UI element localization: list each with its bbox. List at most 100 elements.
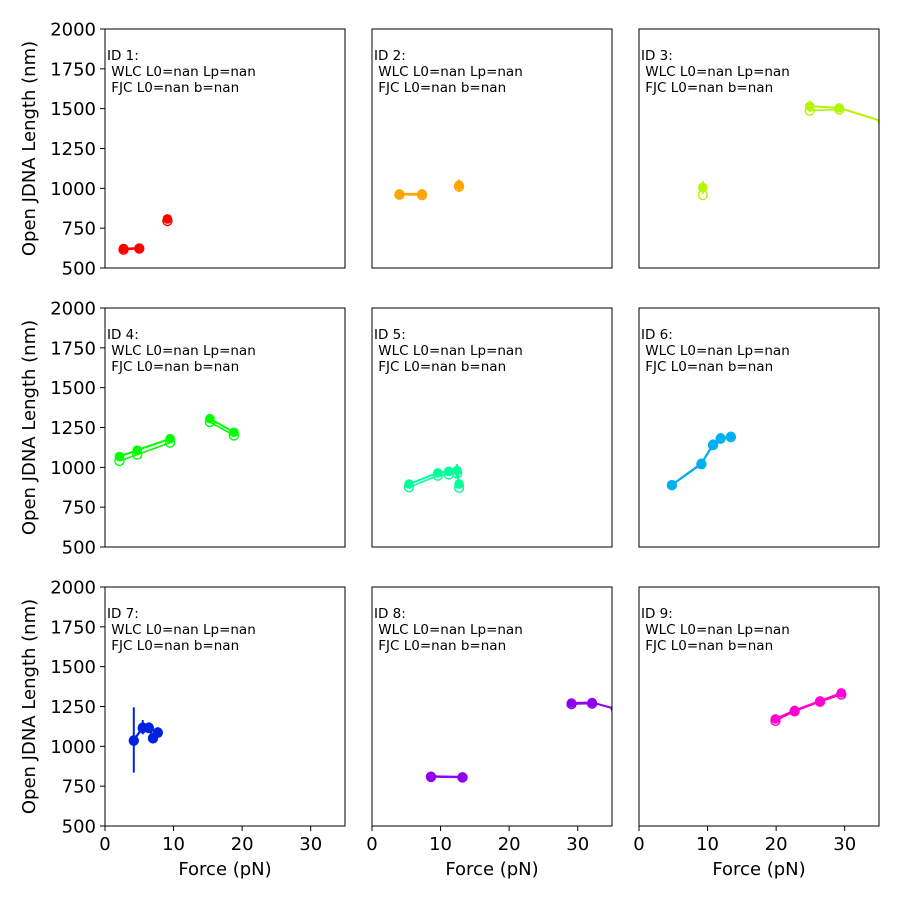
panel-2: ID 2: WLC L0=nan Lp=nan FJC L0=nan b=nan	[371, 28, 613, 269]
annotation-line: WLC L0=nan Lp=nan	[107, 622, 256, 638]
panel-annotation: ID 8: WLC L0=nan Lp=nan FJC L0=nan b=nan	[374, 606, 523, 654]
x-tick-label: 30	[566, 834, 589, 855]
y-tick-label: 1250	[50, 139, 96, 160]
x-tick-label: 30	[299, 834, 322, 855]
data-point	[454, 180, 464, 190]
panel-annotation: ID 3: WLC L0=nan Lp=nan FJC L0=nan b=nan	[641, 48, 790, 96]
y-tick-label: 1750	[50, 338, 96, 359]
x-tick-label: 0	[366, 834, 377, 855]
y-tick-label: 1000	[50, 179, 96, 200]
data-point	[153, 727, 163, 737]
annotation-line: ID 4:	[107, 327, 139, 343]
panel-8: ID 8: WLC L0=nan Lp=nan FJC L0=nan b=nan…	[366, 586, 613, 880]
data-point	[708, 439, 718, 450]
x-tick-label: 10	[429, 834, 452, 855]
data-point	[454, 479, 464, 489]
x-axis-label: Force (pN)	[445, 859, 538, 880]
data-point	[134, 243, 145, 253]
data-point	[129, 735, 139, 745]
y-tick-label: 500	[62, 817, 96, 838]
annotation-line: ID 5:	[374, 327, 406, 343]
x-axis-label: Force (pN)	[178, 859, 271, 880]
annotation-line: ID 3:	[641, 48, 673, 64]
annotation-line: ID 2:	[374, 48, 406, 64]
annotation-line: WLC L0=nan Lp=nan	[107, 343, 256, 359]
panel-3: ID 3: WLC L0=nan Lp=nan FJC L0=nan b=nan	[638, 28, 880, 269]
y-tick-label: 1500	[50, 378, 96, 399]
series-line-hollow	[119, 441, 171, 462]
data-point	[229, 427, 239, 438]
panel-annotation: ID 7: WLC L0=nan Lp=nan FJC L0=nan b=nan	[107, 606, 256, 654]
annotation-line: ID 1:	[107, 48, 139, 64]
data-point	[417, 189, 427, 199]
panel-4: ID 4: WLC L0=nan Lp=nan FJC L0=nan b=nan…	[19, 299, 346, 559]
y-axis-label: Open JDNA Length (nm)	[19, 320, 40, 535]
x-tick-label: 0	[633, 834, 644, 855]
plot-area	[128, 707, 164, 773]
annotation-line: ID 8:	[374, 606, 406, 622]
data-point	[205, 413, 215, 424]
axes-frame	[371, 28, 613, 269]
plot-area	[697, 100, 879, 201]
series-line-hollow	[775, 693, 842, 722]
x-tick-label: 20	[498, 834, 521, 855]
annotation-line: FJC L0=nan b=nan	[374, 638, 506, 654]
y-tick-label: 2000	[50, 299, 96, 320]
annotation-line: FJC L0=nan b=nan	[374, 80, 506, 96]
data-point	[726, 431, 736, 442]
data-point	[715, 433, 726, 443]
data-point	[789, 705, 800, 716]
data-point	[452, 465, 462, 476]
x-tick-label: 10	[162, 834, 185, 855]
data-point	[118, 243, 129, 254]
data-point	[697, 182, 708, 193]
y-tick-label: 2000	[50, 578, 96, 599]
panel-6: ID 6: WLC L0=nan Lp=nan FJC L0=nan b=nan	[638, 307, 880, 548]
data-point	[667, 480, 677, 490]
x-tick-label: 20	[231, 834, 254, 855]
x-tick-label: 10	[696, 834, 719, 855]
data-point	[444, 466, 454, 477]
annotation-line: FJC L0=nan b=nan	[641, 638, 773, 654]
data-point	[404, 479, 414, 489]
x-tick-label: 0	[99, 834, 110, 855]
panel-annotation: ID 6: WLC L0=nan Lp=nan FJC L0=nan b=nan	[641, 327, 790, 375]
annotation-line: FJC L0=nan b=nan	[107, 638, 239, 654]
y-tick-label: 500	[62, 259, 96, 280]
axes-frame	[371, 586, 613, 827]
data-point	[804, 101, 815, 112]
annotation-line: FJC L0=nan b=nan	[107, 80, 239, 96]
data-point	[587, 697, 597, 708]
data-point	[426, 771, 436, 782]
annotation-line: WLC L0=nan Lp=nan	[374, 622, 523, 638]
x-axis-label: Force (pN)	[712, 859, 805, 880]
y-tick-label: 1500	[50, 99, 96, 120]
panel-annotation: ID 1: WLC L0=nan Lp=nan FJC L0=nan b=nan	[107, 48, 256, 96]
data-point	[566, 698, 577, 708]
panel-annotation: ID 2: WLC L0=nan Lp=nan FJC L0=nan b=nan	[374, 48, 523, 96]
data-point	[132, 445, 143, 455]
data-point	[815, 696, 825, 706]
data-point	[836, 688, 847, 698]
panel-annotation: ID 5: WLC L0=nan Lp=nan FJC L0=nan b=nan	[374, 327, 523, 375]
y-tick-label: 750	[62, 777, 96, 798]
plot-area	[403, 464, 465, 493]
annotation-line: ID 7:	[107, 606, 139, 622]
y-tick-label: 1500	[50, 657, 96, 678]
plot-area	[666, 431, 737, 491]
annotation-line: WLC L0=nan Lp=nan	[641, 622, 790, 638]
annotation-line: ID 9:	[641, 606, 673, 622]
annotation-line: WLC L0=nan Lp=nan	[641, 343, 790, 359]
y-tick-label: 500	[62, 538, 96, 559]
data-point	[696, 458, 707, 469]
data-point	[770, 714, 781, 724]
y-tick-label: 1750	[50, 617, 96, 638]
data-point	[394, 189, 405, 199]
plot-area	[770, 688, 847, 727]
y-tick-label: 750	[62, 219, 96, 240]
panel-1: ID 1: WLC L0=nan Lp=nan FJC L0=nan b=nan…	[19, 20, 346, 280]
y-tick-label: 2000	[50, 20, 96, 41]
series-line	[119, 437, 171, 458]
x-tick-label: 20	[765, 834, 788, 855]
